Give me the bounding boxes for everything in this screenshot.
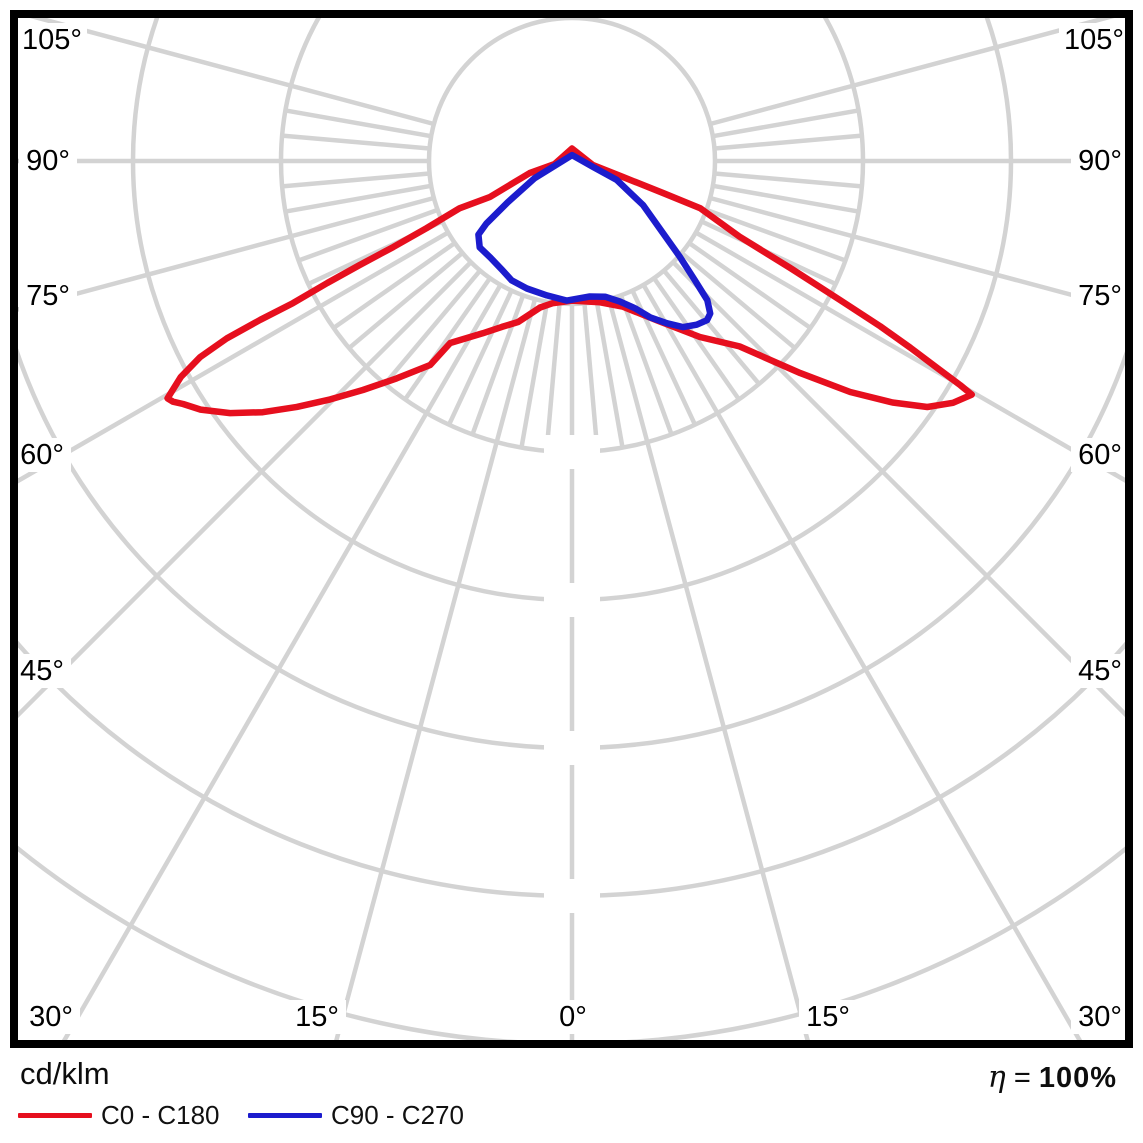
grid-radial-minor xyxy=(662,269,761,386)
legend-item-c0-c180: C0 - C180 xyxy=(18,1100,220,1131)
legend-label-c0-c180: C0 - C180 xyxy=(101,1100,220,1130)
angle-label-backing xyxy=(1071,1000,1129,1034)
angle-label-left: 90° xyxy=(26,145,70,177)
angle-label-backing xyxy=(19,279,77,313)
ring-value-label-blank xyxy=(544,731,600,765)
grid-radial-minor xyxy=(712,108,859,139)
angle-label-backing xyxy=(13,438,71,472)
ring-value-label-blank xyxy=(544,879,600,913)
angle-label-backing xyxy=(1059,23,1129,57)
grid-radial-major xyxy=(606,298,811,1041)
grid-radial-minor xyxy=(285,183,432,214)
grid-radial-minor xyxy=(446,289,514,426)
angle-label-bottom: 15° xyxy=(295,1001,339,1033)
angle-label-backing xyxy=(553,1000,593,1034)
grid-radial-minor xyxy=(594,301,625,448)
angle-labels: 105° 90° 75° 60° 45° 105° 90° 75° 60° 45° 30° 15° 0°… xyxy=(13,23,1129,1034)
grid-radial-minor xyxy=(680,251,797,350)
grid-radial-major xyxy=(61,283,503,1041)
grid-radial-minor xyxy=(403,276,492,401)
grid-radial-minor xyxy=(285,108,432,139)
angle-label-backing xyxy=(13,654,71,688)
eta-symbol: η xyxy=(987,1060,1006,1095)
angle-label-right: 105° xyxy=(1064,24,1124,56)
angle-label-backing xyxy=(1071,438,1129,472)
angle-label-backing xyxy=(19,144,77,178)
angle-label-left: 45° xyxy=(20,655,64,687)
eta-value: 100% xyxy=(1038,1062,1117,1094)
grid-radial-minor xyxy=(281,133,430,151)
angle-label-bottom: 30° xyxy=(1078,1001,1122,1033)
grid-radial-minor xyxy=(687,241,812,330)
legend-label-c90-c270: C90 - C270 xyxy=(331,1100,464,1130)
ring-value-label-blank xyxy=(544,583,600,617)
chart-border xyxy=(10,10,1133,1048)
angle-label-backing xyxy=(1071,654,1129,688)
grid-circle xyxy=(426,18,718,307)
grid-radial-major xyxy=(18,260,473,719)
grid-radial-minor xyxy=(582,303,600,452)
grid-radial-minor xyxy=(297,207,439,263)
grid-radial-minor xyxy=(705,207,847,263)
angle-label-backing xyxy=(288,1000,346,1034)
grid-radial-minor xyxy=(712,183,859,214)
angle-label-left: 105° xyxy=(22,24,82,56)
angle-label-backing xyxy=(799,1000,857,1034)
angle-label-right: 90° xyxy=(1078,145,1122,177)
angle-label-left: 60° xyxy=(20,439,64,471)
angle-label-right: 75° xyxy=(1078,280,1122,312)
angle-label-right: 45° xyxy=(1078,655,1122,687)
angle-label-backing xyxy=(17,23,87,57)
grid-radial-major xyxy=(709,18,1115,127)
legend-item-c90-c270: C90 - C270 xyxy=(248,1100,464,1131)
ring-value-label-blank xyxy=(544,435,600,469)
unit-label: cd/klm xyxy=(20,1056,110,1091)
grid-radial-major xyxy=(641,283,1083,1041)
grid-radial-minor xyxy=(618,294,674,436)
grid-radial-major xyxy=(709,195,1125,312)
legend-swatch-c90-c270-blue-line xyxy=(248,1113,322,1118)
grid-radial-minor xyxy=(544,303,562,452)
angle-label-bottom: 0° xyxy=(559,1001,587,1033)
angle-label-backing xyxy=(22,1000,80,1034)
grid-radial-major xyxy=(333,298,538,1041)
angle-label-right: 60° xyxy=(1078,439,1122,471)
curve-C0-C180 xyxy=(164,145,976,417)
grid-radial-minor xyxy=(714,133,863,151)
angle-label-left: 75° xyxy=(26,280,70,312)
grid-radial-minor xyxy=(332,241,457,330)
grid-radial-minor xyxy=(519,301,550,448)
curve-C90-C270 xyxy=(475,151,714,331)
grid-radial-minor xyxy=(281,171,430,189)
grid-radial-major xyxy=(671,260,1125,718)
grid-radial-minor xyxy=(714,171,863,189)
grid-radial-major xyxy=(18,195,435,312)
angle-label-bottom: 30° xyxy=(29,1001,73,1033)
grid-radial-minor xyxy=(470,294,526,436)
angle-label-backing xyxy=(1071,279,1129,313)
grid-radial-major xyxy=(18,230,450,484)
grid-radial-major xyxy=(29,18,435,127)
angle-label-backing xyxy=(1071,144,1129,178)
grid-radial-major xyxy=(694,230,1125,483)
grid-radial-minor xyxy=(347,251,464,350)
legend-swatch-c0-c180-red-line xyxy=(18,1113,92,1118)
angle-label-bottom: 15° xyxy=(806,1001,850,1033)
eta-equals: = xyxy=(1013,1062,1031,1094)
light-output-ratio: η = 100% xyxy=(988,1060,1117,1095)
grid-radial-minor xyxy=(383,269,482,386)
